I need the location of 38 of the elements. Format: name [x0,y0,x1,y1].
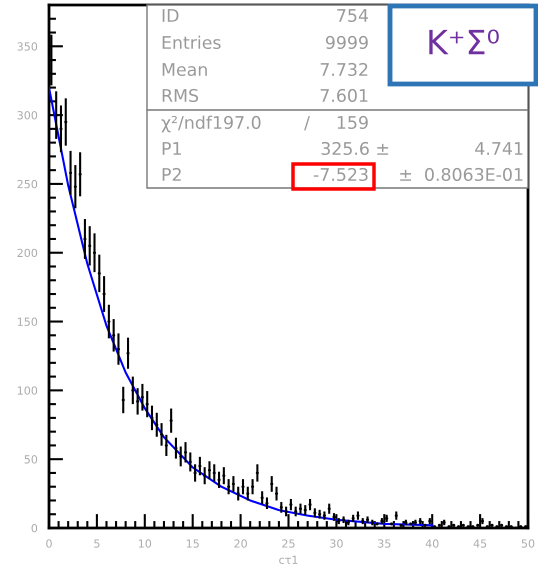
y-tick-label: 300 [18,111,38,120]
annotation: K⁺Σ⁰ [429,29,499,54]
annotation: -7.523 [314,168,368,182]
annotation: 325.6 ± [322,142,388,156]
y-tick-label: 350 [18,42,38,51]
x-tick-label: 50 [522,539,534,548]
annotation: 159 [338,116,368,130]
y-tick-label: 50 [24,455,38,464]
annotation: RMS [162,88,198,102]
x-tick-label: 10 [138,539,152,548]
annotation: 754 [337,9,368,22]
x-tick-label: 25 [282,539,295,548]
x-tick-label: 20 [234,539,247,548]
y-tick-label: 250 [17,180,38,188]
annotation: P1 [162,142,181,155]
annotation: Entries [162,36,221,50]
annotation: ID [162,9,178,22]
annotation: P2 [162,168,181,181]
annotation: χ²/ndf197.0 [162,116,261,132]
y-tick-label: 100 [18,386,38,395]
y-tick-label: 150 [18,318,38,326]
x-axis-title: cτ1 [279,556,298,564]
y-tick-label: 0 [32,524,38,532]
x-tick-label: 30 [330,539,343,548]
annotation: 7.601 [320,88,368,102]
y-tick-label: 200 [17,248,38,258]
x-tick-label: 0 [46,539,52,548]
x-tick-label: 40 [426,539,439,548]
annotation: 4.741 [475,142,522,155]
x-tick-label: 5 [94,539,100,548]
x-tick-label: 45 [474,539,486,548]
x-tick-label: 35 [378,539,390,548]
annotation: 7.732 [320,62,368,76]
annotation: / [304,116,310,130]
annotation: ± 0.8063E-01 [400,168,522,182]
x-tick-label: 15 [186,539,199,548]
annotation: Mean [162,63,207,76]
annotation: 9999 [326,36,368,50]
